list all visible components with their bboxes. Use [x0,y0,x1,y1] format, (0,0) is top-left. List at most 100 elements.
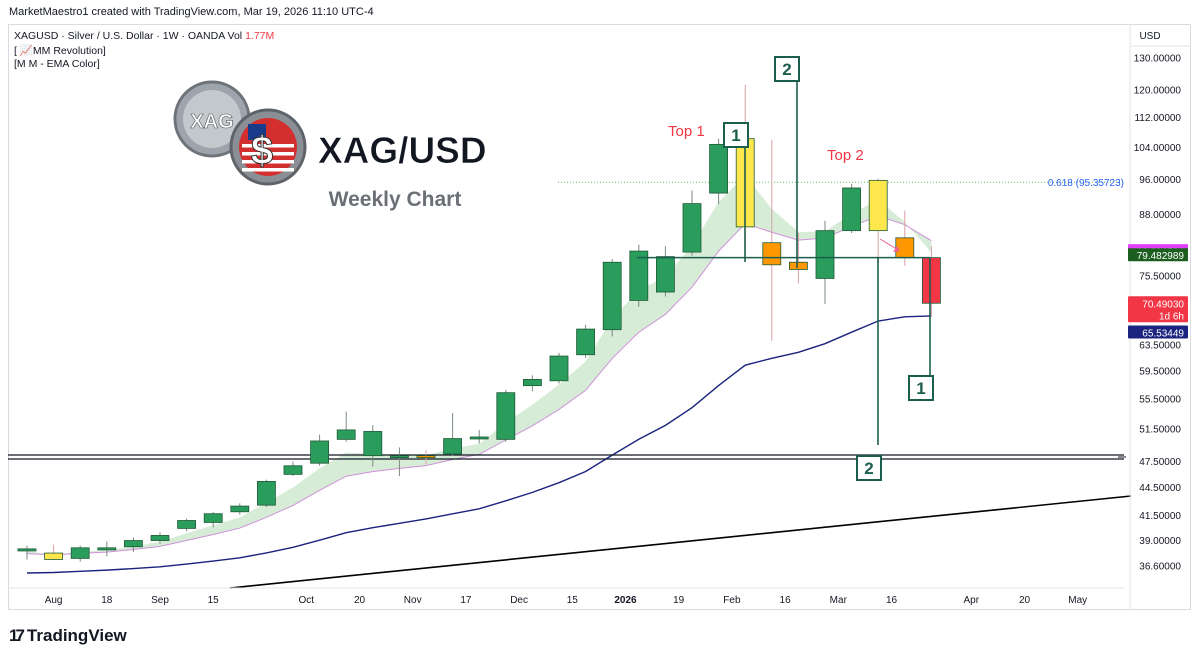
candle-body [124,540,143,548]
top-2-label: Top 2 [827,147,864,164]
indicator-mm-revolution[interactable]: [ 📈MM Revolution] [14,45,106,57]
candle [922,246,941,318]
x-tick-label: 15 [567,595,579,606]
candle-body [523,379,542,387]
candle [70,545,90,562]
candle-body [310,440,330,464]
time-axis: Aug 18 Sep 15 Oct 20 Nov 17 Dec 15 2026 19 Feb 16 Mar 1… [8,587,1124,606]
chart-credit: MarketMaestro1 created with TradingView.… [9,6,374,18]
usd-coin-canton [248,124,266,140]
candle-body [922,257,941,304]
candle [44,544,63,560]
candle-body [868,179,888,232]
box-2-bottom-frame [856,455,882,481]
y-tick-label: 104.00000 [1134,143,1182,154]
indicator-ema-color[interactable]: [M M - EMA Color] [14,58,100,70]
y-tick-label: 130.00000 [1134,54,1182,65]
y-tick-label: 112.00000 [1134,113,1181,124]
candle-body [576,328,595,356]
x-tick-label: Mar [830,595,848,606]
x-tick-label: Sep [151,595,169,606]
candle [389,447,409,477]
candle [523,375,542,392]
box-2-top-text: 2 [782,60,791,79]
candle [124,537,143,553]
badge-title: XAG/USD [318,130,487,171]
candle [443,413,463,456]
price-tag-countdown: 1d 6h [1159,311,1184,322]
y-tick-label: 39.00000 [1139,536,1181,547]
candle-body [150,535,170,541]
x-tick-label: 15 [208,595,220,606]
x-tick-label: 20 [1019,595,1031,606]
price-tag-bg [1128,248,1188,262]
candle [283,461,303,477]
candle-body [416,455,436,459]
price-tag-value: 65.53449 [1142,329,1184,340]
fib-618-label: 0.618 (95.35723) [1048,178,1124,189]
top-1-label: Top 1 [668,123,705,140]
tradingview-logo: 17 TradingView [9,626,127,646]
candle [97,541,117,557]
y-tick-label: 88.00000 [1139,210,1181,221]
candle-body [815,230,835,279]
candle [496,389,516,442]
y-tick-label: 55.50000 [1139,395,1181,406]
candle-body [230,505,250,513]
vol-value: 1.77M [245,30,275,42]
ema-ribbon [27,175,932,555]
y-tick-label: 120.00000 [1134,86,1182,97]
box-2-bottom-text: 2 [864,459,873,478]
candle-body [70,547,90,559]
candle [469,429,489,444]
y-tick-label: 36.60000 [1139,562,1181,573]
candle-body [443,438,463,455]
candle-body [496,392,516,440]
candle-body [549,355,569,382]
y-tick-label: 96.00000 [1139,175,1181,186]
badge-subtitle: Weekly Chart [329,188,462,211]
candle-body [629,250,649,301]
x-tick-label: 2026 [614,595,637,606]
usd-coin-stripe [242,144,294,148]
candle [602,259,622,337]
usd-coin-stripe [242,160,294,164]
x-tick-label: 16 [886,595,898,606]
price-tag-bg [1128,325,1188,339]
candle [363,425,383,467]
x-tick-label: 17 [460,595,472,606]
candle-body [682,203,702,253]
candle [203,511,223,528]
candle-body [389,455,409,459]
price-tag: 79.482989 [1128,248,1188,262]
candle-body [895,237,915,259]
candle-body [256,481,276,506]
candle-body [44,552,63,560]
candle [256,479,276,508]
candle-body [336,429,356,440]
box-1-top-frame [723,122,749,148]
y-tick-label: 59.50000 [1139,367,1181,378]
candle-body [203,513,223,523]
x-tick-label: Dec [510,595,528,606]
x-tick-label: Apr [964,595,980,606]
x-tick-label: 20 [354,595,366,606]
candle-body [363,431,383,457]
price-tag-value: 79.482989 [1137,251,1185,262]
candle [629,244,649,307]
x-tick-label: 18 [101,595,113,606]
usd-coin-stripe [242,152,294,156]
down-arrow-head [893,246,900,252]
x-tick-label: 19 [673,595,685,606]
y-tick-label: 44.50000 [1139,483,1181,494]
box-2-bottom: 2 [856,455,882,481]
candle [656,246,675,297]
candle-body [97,547,117,551]
candle-body [709,143,728,194]
y-tick-label: 51.50000 [1139,425,1181,436]
tradingview-wordmark: TradingView [26,626,127,645]
candle-body [469,436,489,440]
candle [150,532,170,544]
